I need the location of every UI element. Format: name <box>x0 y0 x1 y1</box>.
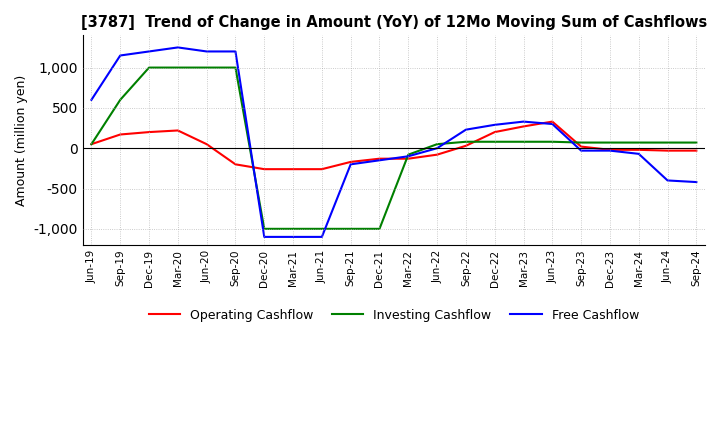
Operating Cashflow <box>375 156 384 161</box>
Free Cashflow <box>462 127 470 132</box>
Line: Investing Cashflow: Investing Cashflow <box>91 68 696 229</box>
Operating Cashflow <box>692 148 701 153</box>
Operating Cashflow <box>116 132 125 137</box>
Title: [3787]  Trend of Change in Amount (YoY) of 12Mo Moving Sum of Cashflows: [3787] Trend of Change in Amount (YoY) o… <box>81 15 707 30</box>
Line: Free Cashflow: Free Cashflow <box>91 48 696 237</box>
Operating Cashflow <box>289 166 297 172</box>
Free Cashflow <box>87 97 96 103</box>
Free Cashflow <box>663 178 672 183</box>
Free Cashflow <box>692 180 701 185</box>
Investing Cashflow <box>375 226 384 231</box>
Operating Cashflow <box>519 124 528 129</box>
Investing Cashflow <box>231 65 240 70</box>
Investing Cashflow <box>606 140 614 145</box>
Investing Cashflow <box>318 226 326 231</box>
Free Cashflow <box>404 154 413 159</box>
Investing Cashflow <box>202 65 211 70</box>
Investing Cashflow <box>260 226 269 231</box>
Free Cashflow <box>260 234 269 239</box>
Free Cashflow <box>289 234 297 239</box>
Line: Operating Cashflow: Operating Cashflow <box>91 121 696 169</box>
Free Cashflow <box>116 53 125 58</box>
Free Cashflow <box>548 121 557 127</box>
Free Cashflow <box>577 148 585 153</box>
Investing Cashflow <box>462 139 470 144</box>
Free Cashflow <box>490 122 499 128</box>
Operating Cashflow <box>548 119 557 124</box>
Investing Cashflow <box>289 226 297 231</box>
Free Cashflow <box>231 49 240 54</box>
Investing Cashflow <box>433 142 441 147</box>
Investing Cashflow <box>346 226 355 231</box>
Operating Cashflow <box>462 143 470 148</box>
Operating Cashflow <box>231 161 240 167</box>
Free Cashflow <box>174 45 182 50</box>
Free Cashflow <box>318 234 326 239</box>
Operating Cashflow <box>145 129 153 135</box>
Free Cashflow <box>433 146 441 151</box>
Investing Cashflow <box>519 139 528 144</box>
Y-axis label: Amount (million yen): Amount (million yen) <box>15 74 28 206</box>
Operating Cashflow <box>202 142 211 147</box>
Operating Cashflow <box>606 147 614 152</box>
Legend: Operating Cashflow, Investing Cashflow, Free Cashflow: Operating Cashflow, Investing Cashflow, … <box>144 304 644 327</box>
Free Cashflow <box>634 151 643 157</box>
Operating Cashflow <box>404 156 413 161</box>
Operating Cashflow <box>634 147 643 152</box>
Operating Cashflow <box>490 129 499 135</box>
Investing Cashflow <box>87 142 96 147</box>
Operating Cashflow <box>433 152 441 157</box>
Investing Cashflow <box>577 140 585 145</box>
Operating Cashflow <box>174 128 182 133</box>
Operating Cashflow <box>346 159 355 165</box>
Free Cashflow <box>606 148 614 153</box>
Investing Cashflow <box>692 140 701 145</box>
Investing Cashflow <box>490 139 499 144</box>
Investing Cashflow <box>548 139 557 144</box>
Investing Cashflow <box>116 97 125 103</box>
Free Cashflow <box>519 119 528 124</box>
Investing Cashflow <box>404 152 413 157</box>
Investing Cashflow <box>145 65 153 70</box>
Operating Cashflow <box>260 166 269 172</box>
Operating Cashflow <box>663 148 672 153</box>
Operating Cashflow <box>87 142 96 147</box>
Free Cashflow <box>346 161 355 167</box>
Investing Cashflow <box>663 140 672 145</box>
Free Cashflow <box>375 158 384 163</box>
Investing Cashflow <box>634 140 643 145</box>
Free Cashflow <box>145 49 153 54</box>
Free Cashflow <box>202 49 211 54</box>
Operating Cashflow <box>577 144 585 149</box>
Investing Cashflow <box>174 65 182 70</box>
Operating Cashflow <box>318 166 326 172</box>
